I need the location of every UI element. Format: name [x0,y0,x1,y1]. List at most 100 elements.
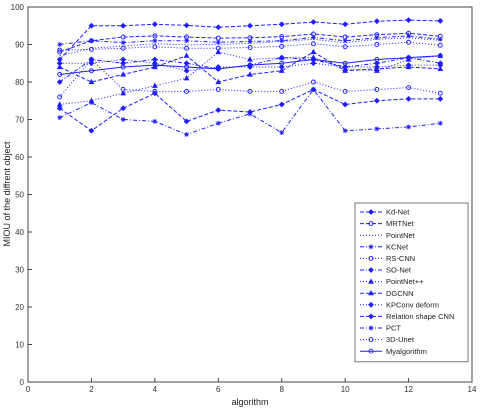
series-layer [56,17,444,137]
data-point [215,24,222,31]
data-point [247,88,253,94]
legend-marker [368,301,374,308]
data-point [406,124,411,130]
legend-label: KCNet [386,242,409,251]
data-point [437,17,444,24]
data-point [374,42,380,47]
legend-marker [368,313,374,320]
data-point [183,22,190,29]
data-point [120,87,126,92]
series-line [59,58,441,98]
legend-item: PointNet [360,231,416,240]
x-ticks: 0 2 4 6 8 10 12 14 [26,378,477,394]
data-point [152,118,158,124]
data-point [56,105,63,112]
x-tick-label: 14 [468,385,477,394]
data-point [184,132,189,137]
legend-item: 3D-Unet [360,335,415,344]
data-point [374,126,380,132]
data-point [406,55,412,61]
series-pointnet [56,48,444,107]
data-point [184,64,190,70]
data-point [88,68,94,74]
data-point [279,60,285,66]
legend-label: RS-CNN [386,254,415,263]
data-point [57,72,63,77]
data-point [88,78,95,85]
series-pct [57,87,443,137]
series-line [59,41,441,51]
y-tick-label: 10 [15,341,24,350]
series-kd-net [56,17,444,63]
data-point [183,75,190,81]
data-point [215,107,222,114]
data-point [184,45,190,51]
data-point [279,38,285,44]
data-point [342,21,349,28]
data-point [120,105,127,112]
y-tick-label: 80 [15,78,24,87]
data-point [247,45,253,50]
data-point [152,33,158,39]
data-point [278,67,285,73]
data-point [184,38,189,44]
data-point [57,115,63,121]
data-point [215,48,222,55]
data-point [342,101,349,108]
y-axis-label: MIOU of the diffrent object [2,141,12,246]
legend-item: KPConv deform [360,300,439,309]
legend-label: PointNet++ [386,277,424,286]
legend-item: Myalgorithm [360,347,427,356]
y-tick-label: 60 [15,153,24,162]
data-point [278,54,285,60]
series-line [59,55,441,75]
data-point [152,62,158,68]
data-point [278,64,285,70]
legend-item: RS-CNN [360,254,415,263]
x-tick-label: 0 [26,385,31,394]
data-point [247,39,253,44]
data-point [310,60,317,67]
data-point [89,38,94,44]
legend-marker [368,255,374,261]
data-point [406,39,412,45]
data-point [311,34,316,40]
x-tick-label: 10 [341,385,350,394]
data-point [374,35,380,41]
data-point [215,66,221,72]
y-ticks: 0 10 20 30 40 50 60 70 80 90 100 [11,3,32,387]
data-point [215,120,221,126]
data-point [374,57,380,62]
data-point [437,53,443,59]
x-axis-label: algorithm [231,397,268,407]
data-point [88,46,94,52]
legend-item: PCT [360,324,401,333]
legend-item: SO-Net [360,266,412,275]
data-point [120,60,127,67]
legend: Kd-Net MRTNet PointNet KCNet RS-CNN SO-Net Poi… [354,202,469,363]
legend-item: Relation shape CNN [360,312,454,321]
data-point [310,48,317,55]
data-point [279,130,285,136]
y-tick-label: 70 [15,116,24,125]
data-point [183,60,190,67]
data-point [247,62,253,68]
data-point [120,64,126,70]
legend-item: KCNet [360,242,409,251]
data-point [437,95,444,102]
data-point [279,88,285,94]
series-relation-shape-cnn [56,86,444,134]
legend-label: Kd-Net [386,208,410,217]
data-point [120,34,126,40]
y-tick-label: 100 [11,3,25,12]
data-point [437,90,443,96]
data-point [152,38,158,44]
data-point [342,38,348,44]
data-point [88,22,95,29]
legend-label: DGCNN [386,289,414,298]
data-point [215,78,222,85]
legend-marker [368,348,374,354]
legend-label: MRTNet [386,219,415,228]
legend-marker [368,209,374,215]
legend-label: Relation shape CNN [386,312,454,321]
